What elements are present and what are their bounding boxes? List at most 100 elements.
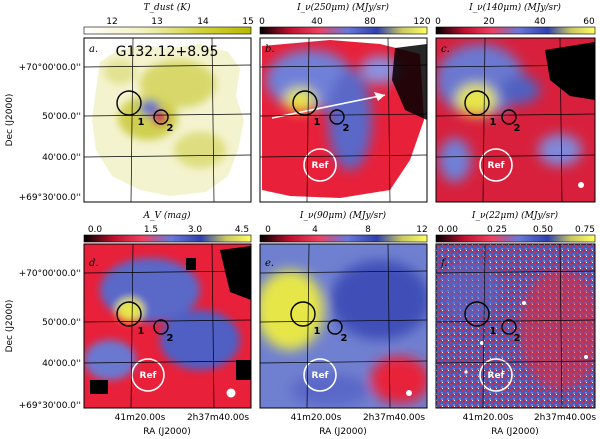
ra-tick: 2h37m40.00s: [534, 413, 596, 423]
source-name: G132.12+8.95: [116, 44, 219, 60]
colorbar-title: T_dust (K): [144, 2, 191, 13]
ref-label: Ref: [140, 371, 157, 381]
colorbar-tick: 0.50: [533, 225, 553, 235]
colorbar-gradient: [83, 26, 252, 35]
ra-tick: 41m20.00s: [115, 413, 166, 423]
colorbar-tick: 12: [106, 17, 117, 27]
clump-2-label: 2: [514, 333, 521, 344]
colorbar-tick: 8: [365, 225, 371, 235]
ra-axis-label: RA (J2000): [491, 427, 539, 437]
clump-2-label: 2: [343, 123, 350, 134]
colorbar-tick: 0: [435, 17, 441, 27]
colorbar-d: A_V (mag) 0.0 1.5 3.0 4.5: [83, 210, 252, 243]
colorbar-tick: 3.0: [188, 225, 203, 235]
colorbar-title: I_ν(140μm) (MJy/sr): [468, 2, 561, 13]
ra-axis-label: RA (J2000): [143, 427, 191, 437]
colorbar-a: T_dust (K) 12 13 14 15: [83, 2, 254, 35]
colorbar-title: I_ν(22μm) (MJy/sr): [471, 210, 559, 221]
dec-tick: 50'00.0'': [42, 318, 81, 328]
colorbar-tick: 20: [483, 17, 495, 27]
clump-2-label: 2: [514, 123, 521, 134]
dec-axis-label: Dec (J2000): [5, 300, 15, 353]
colorbar-gradient: [435, 234, 596, 243]
colorbar-gradient: [83, 234, 252, 243]
ra-axis-d: 41m20.00s 2h37m40.00s RA (J2000): [115, 413, 250, 437]
colorbar-e: I_ν(90μm) (MJy/sr) 0 4 8 12: [259, 210, 428, 243]
clump-2-label: 2: [167, 123, 174, 134]
colorbar-tick: 1.5: [144, 225, 158, 235]
clump-1-label: 1: [314, 326, 321, 337]
colorbar-tick: 0.25: [487, 225, 507, 235]
panel-a-frame: [83, 37, 252, 203]
dec-tick: 40'00.0'': [42, 153, 81, 163]
panel-label: f.: [440, 258, 448, 269]
clump-1-label: 1: [490, 117, 497, 128]
panel-b-frame: [259, 37, 428, 203]
ra-tick: 41m20.00s: [291, 413, 342, 423]
clump-2-label: 2: [167, 333, 174, 344]
colorbar-gradient: [259, 234, 428, 243]
colorbar-tick: 13: [151, 17, 162, 27]
dec-tick: +70°00'00.0'': [19, 63, 81, 73]
colorbar-tick: 0: [259, 17, 265, 27]
panel-f-frame: [435, 243, 596, 409]
colorbar-tick: 40: [534, 17, 546, 27]
map-e: 1 2 Ref e.: [260, 244, 427, 408]
ra-tick: 41m20.00s: [463, 413, 514, 423]
colorbar-tick: 0: [265, 225, 271, 235]
colorbar-c: I_ν(140μm) (MJy/sr) 0 20 40 60: [435, 2, 596, 35]
panel-d-frame: [83, 243, 252, 409]
dec-tick: +70°00'00.0'': [19, 269, 81, 279]
colorbar-tick: 120: [413, 17, 430, 27]
dec-axis-top: +70°00'00.0'' 50'00.0'' 40'00.0'' +69°30…: [5, 63, 81, 203]
ra-tick: 2h37m40.00s: [363, 413, 425, 423]
colorbar-tick: 4: [312, 225, 318, 235]
map-d: 1 2 Ref d.: [84, 244, 251, 408]
ref-label: Ref: [488, 161, 505, 171]
colorbar-b: I_ν(250μm) (MJy/sr) 0 40 80 120: [259, 2, 431, 35]
colorbar-title: I_ν(90μm) (MJy/sr): [299, 210, 387, 221]
panel-label: e.: [265, 258, 274, 269]
dec-axis-label: Dec (J2000): [5, 94, 15, 147]
ref-label: Ref: [312, 161, 329, 171]
colorbar-tick: 15: [242, 17, 253, 27]
colorbar-tick: 0.00: [438, 225, 458, 235]
map-c: 1 2 Ref c.: [436, 38, 595, 202]
colorbar-tick: 40: [311, 17, 323, 27]
dec-tick: 40'00.0'': [42, 359, 81, 369]
panel-c-frame: [435, 37, 596, 203]
ra-axis-label: RA (J2000): [319, 427, 367, 437]
clump-1-label: 1: [138, 326, 145, 337]
colorbar-title: A_V (mag): [142, 210, 191, 221]
clump-1-label: 1: [138, 117, 145, 128]
colorbar-gradient: [435, 26, 596, 35]
dec-tick: +69°30'00.0'': [19, 193, 81, 203]
panel-label: d.: [89, 258, 99, 269]
panel-e-frame: [259, 243, 428, 409]
colorbar-tick: 12: [416, 225, 427, 235]
ra-axis-e: 41m20.00s 2h37m40.00s RA (J2000): [291, 413, 426, 437]
clump-1-label: 1: [490, 326, 497, 337]
colorbar-gradient: [259, 26, 428, 35]
colorbar-tick: 4.5: [235, 225, 249, 235]
dec-axis-bottom: +70°00'00.0'' 50'00.0'' 40'00.0'' +69°30…: [5, 269, 81, 411]
colorbar-tick: 0.75: [575, 225, 595, 235]
dec-tick: 50'00.0'': [42, 112, 81, 122]
panel-label: b.: [265, 44, 275, 55]
colorbar-tick: 0.0: [88, 225, 103, 235]
map-b: 1 2 Ref b.: [260, 38, 427, 202]
panel-label: a.: [89, 44, 98, 55]
clump-2-label: 2: [341, 333, 348, 344]
ref-label: Ref: [312, 371, 329, 381]
colorbar-title: I_ν(250μm) (MJy/sr): [296, 2, 389, 13]
map-a: 1 2 a. G132.12+8.95: [84, 38, 251, 202]
ra-tick: 2h37m40.00s: [187, 413, 249, 423]
ref-label: Ref: [488, 371, 505, 381]
ra-axis-f: 41m20.00s 2h37m40.00s RA (J2000): [463, 413, 597, 437]
colorbar-tick: 60: [583, 17, 595, 27]
panel-label: c.: [441, 44, 450, 55]
colorbar-f: I_ν(22μm) (MJy/sr) 0.00 0.25 0.50 0.75: [435, 210, 596, 243]
map-f: 1 2 Ref f.: [436, 244, 595, 408]
clump-1-label: 1: [314, 117, 321, 128]
